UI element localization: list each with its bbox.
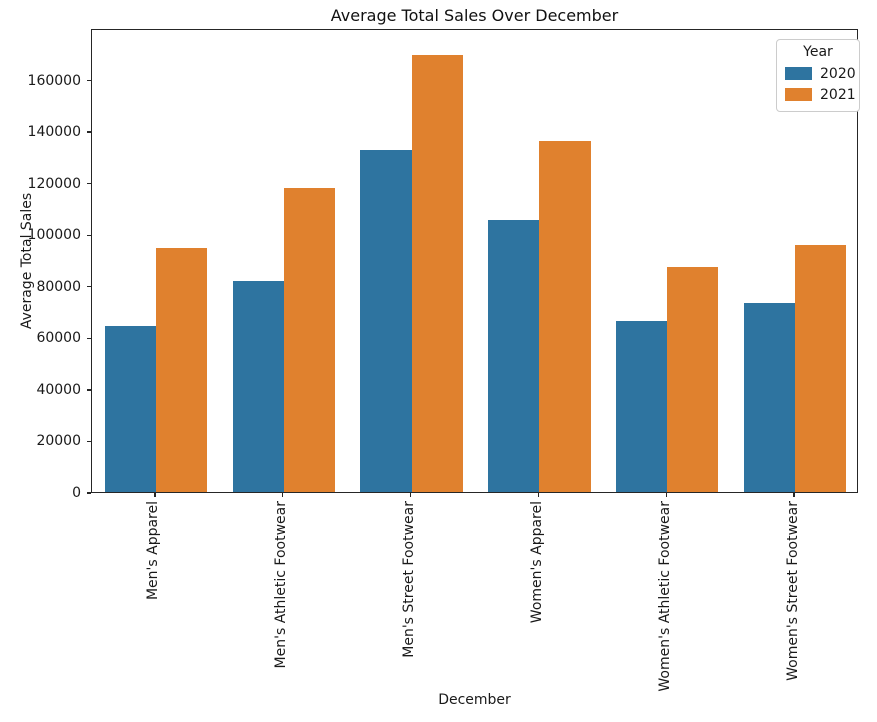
- x-tick-mark: [409, 493, 412, 497]
- bar-2021: [539, 141, 591, 492]
- y-tick-mark: [87, 131, 91, 133]
- bar-2020: [743, 302, 796, 492]
- x-tick-label: Women's Street Footwear: [784, 501, 801, 681]
- y-tick-mark: [87, 183, 91, 185]
- x-tick-label: Women's Athletic Footwear: [656, 501, 673, 692]
- y-tick-mark: [87, 492, 91, 494]
- legend-entry-2021: 2021: [777, 85, 859, 104]
- y-tick-mark: [87, 440, 91, 443]
- bar-2021: [411, 54, 463, 492]
- bar-2020: [616, 320, 668, 492]
- y-tick-label: 20000: [36, 433, 81, 450]
- bar-2021: [283, 187, 335, 492]
- y-tick-mark: [87, 286, 91, 288]
- legend-entry-label: 2020: [820, 65, 856, 82]
- x-tick-label: Men's Apparel: [145, 501, 162, 601]
- legend-swatch-2020: [785, 67, 812, 80]
- legend-entry-label: 2021: [820, 86, 856, 103]
- legend-entries: 2020 2021: [777, 64, 859, 104]
- x-tick-mark: [537, 493, 540, 497]
- y-tick-label: 100000: [27, 227, 81, 244]
- bar-2020: [360, 150, 412, 492]
- x-tick-label: Women's Apparel: [528, 501, 545, 624]
- y-tick-label: 160000: [27, 72, 81, 89]
- y-tick-mark: [87, 79, 91, 82]
- bar-2021: [667, 267, 719, 492]
- bar-2021: [795, 245, 847, 492]
- y-tick-mark: [87, 389, 91, 391]
- x-axis-label: December: [438, 692, 511, 708]
- x-tick-label: Men's Street Footwear: [401, 501, 418, 658]
- bar-2020: [104, 326, 156, 492]
- bar-2020: [232, 280, 284, 492]
- x-tick-mark: [665, 493, 667, 497]
- y-tick-label: 140000: [27, 124, 81, 141]
- legend-entry-2020: 2020: [777, 64, 859, 83]
- legend: Year 2020 2021: [776, 39, 860, 112]
- legend-title: Year: [803, 44, 833, 60]
- x-tick-mark: [282, 493, 284, 497]
- x-tick-label: Men's Athletic Footwear: [273, 501, 290, 669]
- y-tick-label: 40000: [36, 381, 81, 398]
- bar-2021: [155, 248, 208, 492]
- y-tick-label: 120000: [27, 175, 81, 192]
- y-tick-label: 60000: [36, 330, 81, 347]
- y-tick-label: 0: [72, 485, 81, 501]
- chart-title: Average Total Sales Over December: [330, 6, 619, 25]
- legend-swatch-2021: [785, 88, 812, 101]
- plot-area: [91, 29, 858, 493]
- y-tick-mark: [87, 337, 91, 339]
- y-tick-label: 80000: [36, 278, 81, 295]
- x-tick-mark: [793, 493, 795, 497]
- y-tick-mark: [87, 234, 91, 236]
- bar-2020: [488, 220, 540, 492]
- x-tick-mark: [154, 493, 156, 497]
- y-axis-label: Average Total Sales: [19, 192, 35, 330]
